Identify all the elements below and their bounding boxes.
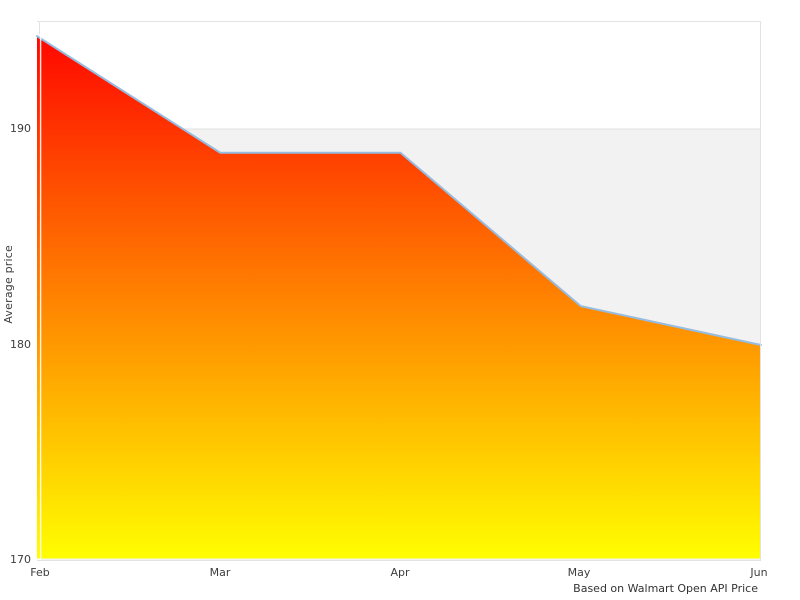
y-tick-label-190: 190: [10, 122, 31, 135]
y-axis-title: Average price: [2, 245, 15, 324]
x-tick-label-jun: Jun: [750, 566, 768, 579]
x-tick-label-feb: Feb: [30, 566, 50, 579]
x-tick-label-may: May: [567, 566, 591, 579]
y-tick-label-170: 170: [10, 553, 31, 566]
x-tick-label-mar: Mar: [209, 566, 231, 579]
price-line: [36, 35, 762, 346]
price-area: [37, 36, 761, 559]
x-tick-label-apr: Apr: [390, 566, 410, 579]
chart-source-caption: Based on Walmart Open API Price: [573, 582, 758, 595]
y-tick-label-180: 180: [10, 338, 31, 351]
